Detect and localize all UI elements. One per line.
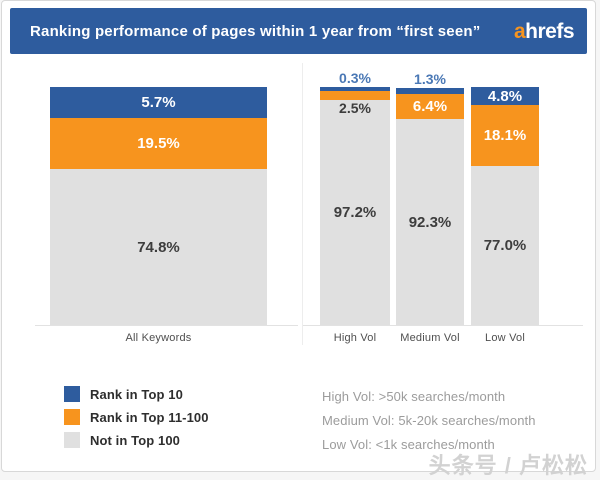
legend-item-not-in-top-100: Not in Top 100 xyxy=(64,432,209,448)
bar-value-label: 19.5% xyxy=(137,135,180,152)
stacked-bar-medium-vol: 1.3% 6.4% 92.3% xyxy=(396,71,464,325)
chart-header: Ranking performance of pages within 1 ye… xyxy=(10,8,587,54)
bar-value-label: 77.0% xyxy=(483,237,527,254)
bar-segment: 77.0% xyxy=(471,166,539,325)
bar-segment: 92.3% xyxy=(396,119,464,325)
right-chart-left-border xyxy=(302,63,303,345)
legend-swatch-gray xyxy=(64,432,80,448)
note-low-vol: Low Vol: <1k searches/month xyxy=(322,437,495,452)
category-label: All Keywords xyxy=(125,332,192,344)
x-axis-line-left-chart xyxy=(35,325,298,326)
x-axis-line-right-chart xyxy=(303,325,583,326)
category-label: Medium Vol xyxy=(400,332,460,344)
legend-swatch-orange xyxy=(64,409,80,425)
ahrefs-logo: ahrefs xyxy=(513,19,575,43)
bar-value-label: 18.1% xyxy=(483,127,527,144)
legend-item-label: Rank in Top 10 xyxy=(90,386,183,402)
bar-segment xyxy=(396,88,464,94)
ahrefs-logo-rest: hrefs xyxy=(525,19,574,43)
ahrefs-logo-a: a xyxy=(513,19,526,43)
legend-item-rank-top-10: Rank in Top 10 xyxy=(64,386,209,402)
bar-value-label: 5.7% xyxy=(141,94,176,111)
bar-segment: 97.2% xyxy=(320,100,390,325)
bar-value-label: 2.5% xyxy=(339,100,371,116)
note-high-vol: High Vol: >50k searches/month xyxy=(322,389,506,404)
stacked-bar-high-vol: 0.3% 2.5% 97.2% xyxy=(320,70,390,325)
bar-segment: 19.5% xyxy=(50,118,267,169)
legend-item-label: Rank in Top 11-100 xyxy=(90,409,209,425)
stacked-bar-low-vol: 4.8% 18.1% 77.0% xyxy=(471,87,539,325)
bar-value-label: 0.3% xyxy=(339,70,371,86)
bar-segment: 18.1% xyxy=(471,105,539,166)
note-medium-vol: Medium Vol: 5k-20k searches/month xyxy=(322,413,536,428)
bar-value-label: 92.3% xyxy=(408,213,452,231)
legend-item-rank-top-11-100: Rank in Top 11-100 xyxy=(64,409,209,425)
bar-value-label: 74.8% xyxy=(137,238,180,256)
bar-segment: 2.5% xyxy=(320,91,390,116)
stacked-bar-all-keywords: 5.7% 19.5% 74.8% xyxy=(50,87,267,325)
bar-segment: 5.7% xyxy=(50,87,267,118)
chart-legend: Rank in Top 10 Rank in Top 11-100 Not in… xyxy=(64,386,209,455)
bar-value-label: 97.2% xyxy=(333,204,377,221)
watermark-toutiao-lusongsong: 头条号 / 卢松松 xyxy=(428,453,588,478)
volume-definitions: High Vol: >50k searches/month Medium Vol… xyxy=(322,389,536,461)
chart-title: Ranking performance of pages within 1 ye… xyxy=(30,22,481,40)
bar-value-label: 4.8% xyxy=(487,87,523,105)
bar-segment: 74.8% xyxy=(50,169,267,325)
category-label: High Vol xyxy=(333,332,377,344)
bar-segment: 4.8% xyxy=(471,87,539,105)
bar-segment: 6.4% xyxy=(396,94,464,119)
legend-item-label: Not in Top 100 xyxy=(90,432,180,448)
legend-swatch-blue xyxy=(64,386,80,402)
category-label: Low Vol xyxy=(485,332,525,344)
bar-segment xyxy=(320,87,390,91)
bar-value-label: 1.3% xyxy=(414,71,446,87)
bar-value-label: 6.4% xyxy=(412,98,448,115)
plot-area: 5.7% 19.5% 74.8% All Keywords 0.3% 2.5% 97.2% H… xyxy=(2,1,595,471)
